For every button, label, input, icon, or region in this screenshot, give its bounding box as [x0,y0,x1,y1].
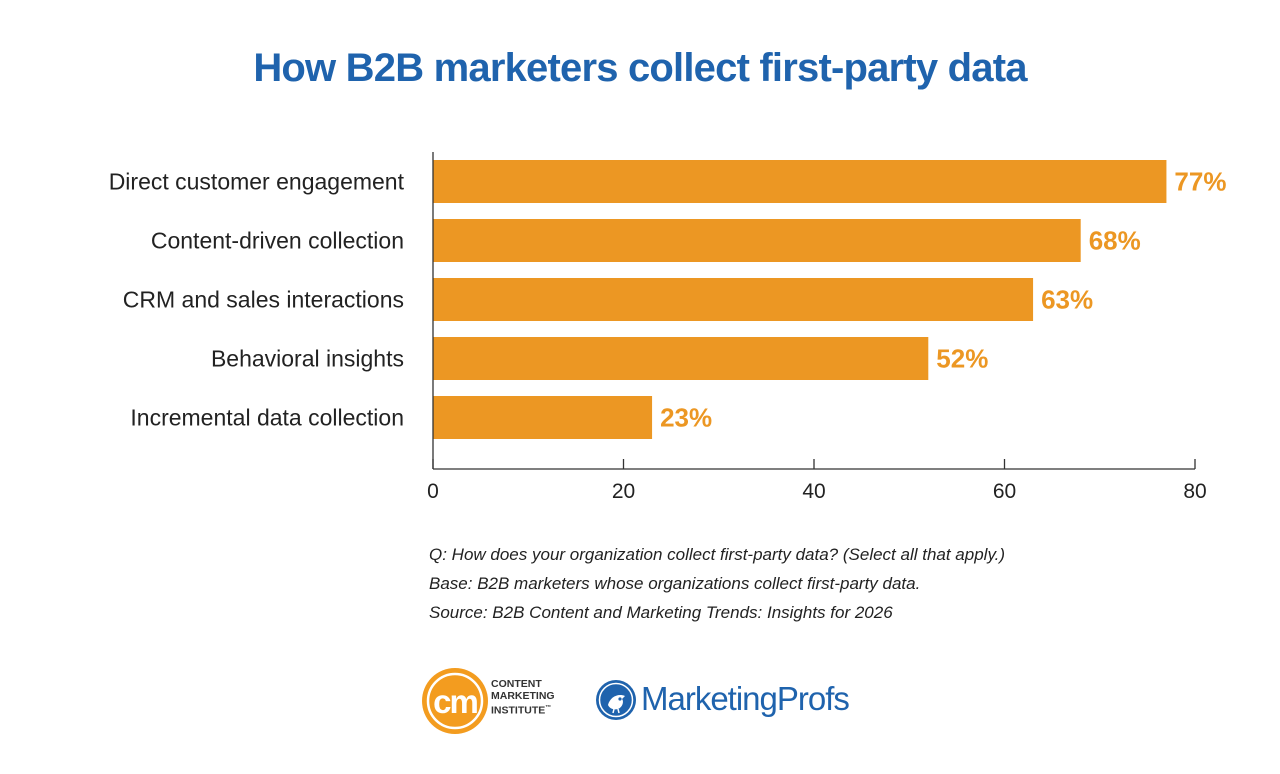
survey-question: Q: How does your organization collect fi… [429,545,1006,564]
chart-title: How B2B marketers collect first-party da… [253,46,1027,90]
bar-chart: Direct customer engagement 77% Content-dri… [109,152,1226,503]
bar [433,160,1167,203]
cmi-line-2: MARKETING [491,690,555,702]
chart-notes: Q: How does your organization collect fi… [429,540,1005,627]
category-label: Incremental data collection [130,405,404,431]
category-label: Behavioral insights [211,346,404,372]
x-axis: 0 20 40 60 80 [427,152,1207,503]
cmi-mark: cm [433,683,477,720]
x-tick-label: 40 [802,480,825,503]
bar [433,337,929,380]
x-tick-label: 60 [993,480,1016,503]
value-label: 52% [936,344,988,374]
value-label: 77% [1174,167,1226,197]
bars-group: Direct customer engagement 77% Content-dri… [109,160,1226,439]
bird-icon [596,680,636,720]
cmi-trademark: ™ [545,705,552,711]
value-label: 63% [1041,285,1093,315]
x-tick-label: 0 [427,480,439,503]
value-label: 68% [1089,226,1141,256]
survey-source: Source: B2B Content and Marketing Trends… [429,603,893,622]
x-tick-label: 80 [1183,480,1206,503]
cmi-line-1: CONTENT [491,678,542,690]
cmi-logo-icon: cm [422,668,488,734]
survey-base: Base: B2B marketers whose organizations … [429,574,921,593]
marketingprofs-wordmark: MarketingProfs [641,680,850,717]
bar [433,396,653,439]
x-tick-label: 20 [612,480,635,503]
bar [433,278,1034,321]
cmi-wordmark: CONTENT MARKETING INSTITUTE™ [491,678,555,717]
cmi-line-3: INSTITUTE™ [491,702,555,717]
bar [433,219,1081,262]
category-label: CRM and sales interactions [123,287,404,313]
category-label: Direct customer engagement [109,169,405,195]
cmi-line-3-text: INSTITUTE [491,704,546,717]
category-label: Content-driven collection [151,228,404,254]
value-label: 23% [660,403,712,433]
